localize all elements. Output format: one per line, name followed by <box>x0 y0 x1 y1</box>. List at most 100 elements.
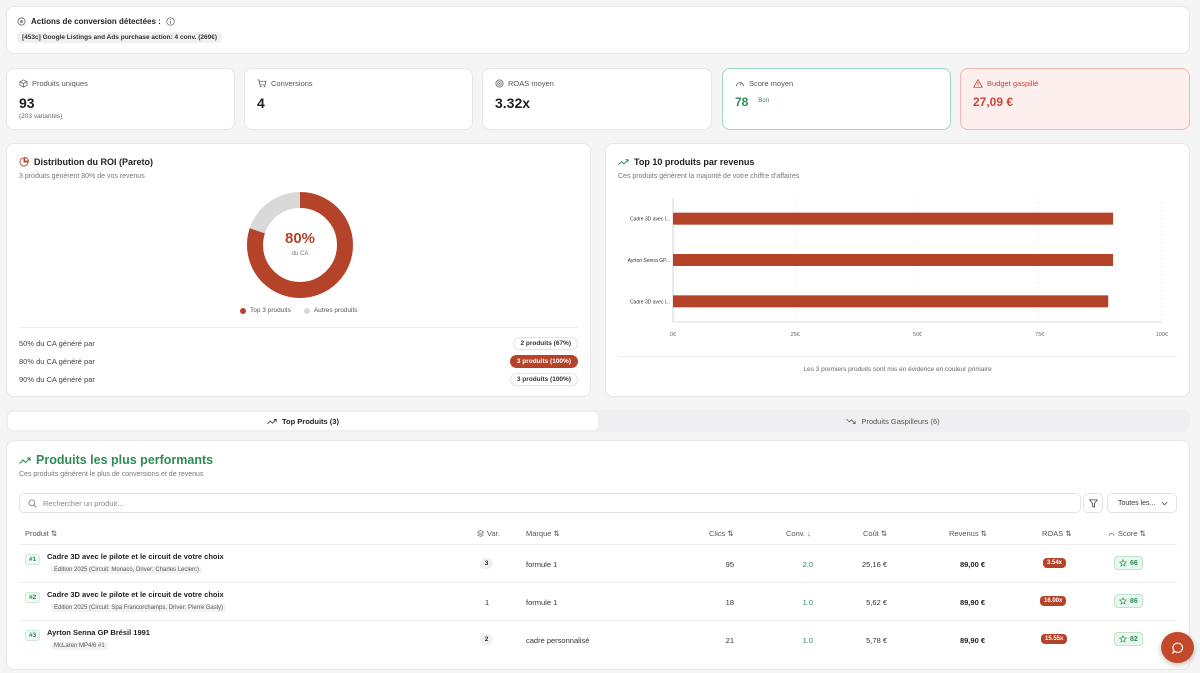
bar <box>673 295 1109 308</box>
product-variant: Edition 2025 (Circuit: Monaco, Driver: C… <box>51 566 203 574</box>
kpi-unique-products: Produits uniques 93 (203 variantes) <box>6 68 235 130</box>
variant-count: 1 <box>485 598 490 607</box>
divider <box>618 356 1177 357</box>
trending-up-icon <box>19 456 31 465</box>
bar <box>673 212 1114 225</box>
pareto-title: Distribution du ROI (Pareto) <box>34 157 153 167</box>
pareto-row-label: 50% du CA généré par <box>19 339 95 348</box>
divider <box>19 620 1177 621</box>
tab-wasteful-products[interactable]: Produits Gaspilleurs (6) <box>598 412 1188 430</box>
score-badge: 86 <box>1114 594 1143 608</box>
kpi-value: 3.32x <box>495 95 531 111</box>
column-header-variants[interactable]: Var. <box>477 529 500 538</box>
product-name[interactable]: Cadre 3D avec le pilote et le circuit de… <box>47 590 224 599</box>
column-header-revenue[interactable]: Revenus ⇅ <box>949 529 987 538</box>
top-products-table-card: Produits les plus performants Ces produi… <box>6 440 1190 670</box>
star-icon <box>1119 559 1127 567</box>
info-icon[interactable] <box>166 17 175 26</box>
trending-up-icon <box>267 418 277 425</box>
cart-icon <box>257 79 267 88</box>
conversion-title: Actions de conversion détectées : <box>31 17 161 26</box>
star-icon <box>1119 635 1127 643</box>
rank-badge: #1 <box>25 554 41 565</box>
column-header-label: Var. <box>487 529 500 538</box>
column-header-clicks[interactable]: Clics ⇅ <box>709 529 734 538</box>
revenue-cell: 89,90 € <box>959 636 985 645</box>
filter-button[interactable] <box>1083 493 1103 513</box>
score-badge: 66 <box>1114 556 1143 570</box>
warning-icon <box>973 79 983 88</box>
pareto-row-badge: 3 produits (100%) <box>509 373 578 386</box>
score-value: 66 <box>1130 559 1138 567</box>
top10-title: Top 10 produits par revenus <box>634 157 755 167</box>
product-name[interactable]: Ayrton Senna GP Brésil 1991 <box>47 628 150 637</box>
kpi-label: Produits uniques <box>32 79 88 88</box>
column-header-brand[interactable]: Marque ⇅ <box>526 529 560 538</box>
target-icon <box>495 79 504 88</box>
search-icon <box>28 498 37 508</box>
donut-center-label: du CA <box>291 251 309 257</box>
chart-footnote: Les 3 premiers produits sont mis en évid… <box>803 366 992 373</box>
star-icon <box>1119 597 1127 605</box>
chat-button[interactable] <box>1161 632 1194 663</box>
top10-subtitle: Ces produits génèrent la majorité de vot… <box>618 173 800 180</box>
kpi-label: Score moyen <box>749 79 794 88</box>
conversions-cell: 2.0 <box>802 560 813 569</box>
pareto-row: 50% du CA généré par 2 produits (67%) <box>19 337 578 350</box>
layers-icon <box>477 530 484 537</box>
conversion-action-pill: [453c] Google Listings and Ads purchase … <box>17 32 223 43</box>
brand-cell: cadre personnalisé <box>526 636 590 645</box>
search-placeholder: Rechercher un produit... <box>43 498 124 508</box>
target-icon <box>17 17 26 26</box>
kpi-conversions: Conversions 4 <box>244 68 473 130</box>
pareto-row-label: 90% du CA généré par <box>19 375 95 384</box>
tab-label: Produits Gaspilleurs (6) <box>861 416 940 426</box>
filter-select[interactable]: Toutes les... <box>1107 493 1177 513</box>
column-header-product[interactable]: Produit ⇅ <box>25 529 58 538</box>
chevron-down-icon <box>1161 501 1168 506</box>
column-header-cost[interactable]: Coût ⇅ <box>863 529 888 538</box>
score-value: 86 <box>1130 597 1138 605</box>
kpi-label: Budget gaspillé <box>987 79 1039 88</box>
legend-swatch-others <box>303 307 310 314</box>
x-tick-label: 25€ <box>791 332 800 338</box>
cost-cell: 25,16 € <box>861 560 887 569</box>
product-tabs: Top Produits (3) Produits Gaspilleurs (6… <box>6 410 1190 432</box>
x-tick-label: 100€ <box>1156 332 1168 338</box>
divider <box>19 582 1177 583</box>
chat-bubble-icon <box>1171 642 1184 654</box>
legend-item-others: Autres produits <box>313 307 358 314</box>
search-input[interactable]: Rechercher un produit... <box>19 493 1081 513</box>
donut-slice-top <box>247 192 353 298</box>
y-tick-label: Cadre 3D avec l... <box>630 217 670 223</box>
clicks-cell: 21 <box>725 636 734 645</box>
package-icon <box>19 79 28 88</box>
column-header-roas[interactable]: ROAS ⇅ <box>1042 529 1072 538</box>
tab-top-products[interactable]: Top Produits (3) <box>8 412 598 430</box>
product-name[interactable]: Cadre 3D avec le pilote et le circuit de… <box>47 552 224 561</box>
kpi-sub: (203 variantes) <box>19 113 63 120</box>
x-tick-label: 0€ <box>670 332 676 338</box>
brand-cell: formule 1 <box>526 560 558 569</box>
variant-count-badge: 3 <box>480 558 493 569</box>
table-title: Produits les plus performants <box>36 453 214 467</box>
y-tick-label: Ayrton Senna GP... <box>628 258 670 264</box>
product-variant: Edition 2025 (Circuit: Spa Francorchamps… <box>51 604 227 612</box>
column-header-score[interactable]: Score ⇅ <box>1108 529 1146 538</box>
top10-bar-chart: 0€ 25€ 50€ 75€ 100€ Cadre 3D avec l... Ayrton … <box>628 198 1168 338</box>
clicks-cell: 95 <box>725 560 734 569</box>
column-header-conversions[interactable]: Conv. ↓ <box>786 529 811 538</box>
conversions-cell: 1.0 <box>802 636 813 645</box>
kpi-wasted-budget: Budget gaspillé 27,09 € <box>960 68 1190 130</box>
gauge-icon <box>735 79 745 88</box>
kpi-average-score: Score moyen 78 Bon <box>722 68 951 130</box>
cost-cell: 5,62 € <box>866 598 887 607</box>
pie-chart-icon <box>19 157 29 167</box>
filter-icon <box>1088 498 1098 508</box>
tab-label: Top Produits (3) <box>282 416 339 426</box>
score-value: 82 <box>1130 635 1138 643</box>
donut-center-value: 80% <box>284 230 316 247</box>
kpi-value: 78 <box>735 95 749 109</box>
divider <box>19 327 578 328</box>
donut-legend: Top 3 produits Autres produits <box>240 307 358 314</box>
